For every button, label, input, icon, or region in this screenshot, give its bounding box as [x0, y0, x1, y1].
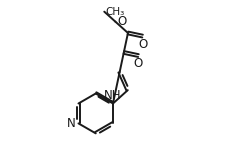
Text: CH₃: CH₃ [105, 7, 125, 17]
Text: O: O [134, 57, 143, 70]
Text: O: O [117, 15, 126, 28]
Text: NH: NH [104, 89, 122, 102]
Text: N: N [67, 117, 76, 130]
Text: O: O [138, 38, 147, 51]
